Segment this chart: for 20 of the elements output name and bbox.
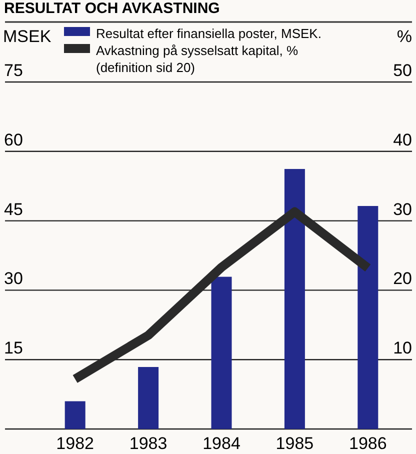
x-tick-label: 1985 [276,434,314,453]
y2-tick-label: 30 [393,200,412,219]
y-tick-label: 60 [4,130,23,150]
y2-tick-label: 40 [393,130,412,150]
x-tick-label: 1983 [129,434,168,453]
y-tick-label: 45 [4,200,23,219]
chart-title: RESULTAT OCH AVKASTNING [4,0,220,17]
y-axis-title: MSEK [3,27,52,46]
x-tick-label: 1982 [56,434,94,453]
y2-tick-label: 20 [393,269,412,288]
x-tick-label: 1984 [202,434,240,453]
y-tick-label: 15 [4,338,23,358]
y-tick-label: 30 [4,269,23,288]
legend-label: Resultat efter finansiella poster, MSEK. [96,26,322,41]
y2-tick-label: 10 [393,338,412,358]
y2-axis-title: % [396,27,412,46]
legend-label: Avkastning på sysselsatt kapital, % (definition sid 20) [96,43,299,75]
x-tick-label: 1986 [348,434,387,453]
y-tick-label: 75 [4,61,23,80]
y2-tick-label: 50 [393,61,412,80]
